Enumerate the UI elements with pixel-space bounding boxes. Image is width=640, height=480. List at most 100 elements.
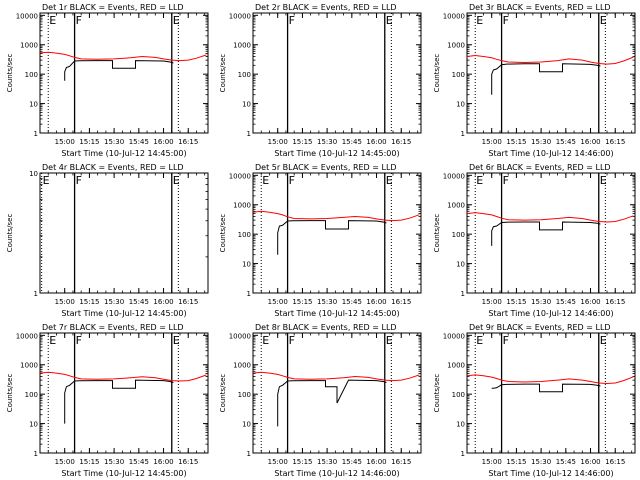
panel-3: Det 3r BLACK = Events, RED = LLD Start Ti…	[433, 3, 636, 158]
y-tick-label: 100	[238, 231, 251, 239]
plot-frame	[466, 172, 636, 294]
event-marker-label: F	[503, 334, 509, 347]
y-tick-label: 100	[452, 71, 465, 79]
y-tick-label: 1000	[233, 42, 251, 50]
x-axis-label: Start Time (10-Jul-12 14:46:00)	[488, 309, 613, 318]
x-tick-label: 16:00	[580, 298, 600, 306]
x-axis-label: Start Time (10-Jul-12 14:46:00)	[488, 469, 613, 478]
event-marker-label: E	[49, 14, 56, 27]
y-tick-label: 100	[238, 391, 251, 399]
y-tick-label: 100	[238, 71, 251, 79]
panel-5: Det 5r BLACK = Events, RED = LLD Start Ti…	[219, 163, 422, 318]
x-tick-label: 15:30	[104, 298, 124, 306]
y-tick-label: 10000	[229, 12, 251, 20]
event-marker-label: F	[289, 334, 295, 347]
plot-frame	[39, 12, 209, 134]
y-tick-label: 1000	[447, 362, 465, 370]
panel-7: Det 7r BLACK = Events, RED = LLD Start Ti…	[6, 323, 209, 478]
event-marker-label: E	[173, 14, 180, 27]
chart-title: Det 7r BLACK = Events, RED = LLD	[42, 323, 184, 332]
y-tick-label: 1	[247, 290, 251, 298]
x-tick-label: 15:00	[268, 138, 288, 146]
y-axis-label: Counts/sec	[6, 374, 14, 413]
series-lld-line	[466, 374, 634, 385]
x-tick-label: 15:45	[556, 138, 576, 146]
series-events-line	[491, 221, 601, 246]
y-tick-label: 1000	[447, 42, 465, 50]
event-marker-label: E	[49, 334, 56, 347]
event-marker-label: E	[173, 334, 180, 347]
y-tick-label: 1	[34, 450, 38, 458]
chart-title: Det 3r BLACK = Events, RED = LLD	[469, 3, 611, 12]
y-tick-label: 1	[34, 290, 38, 298]
y-tick-label: 1000	[233, 202, 251, 210]
x-tick-label: 16:00	[366, 138, 386, 146]
chart-title: Det 6r BLACK = Events, RED = LLD	[469, 163, 611, 172]
y-tick-label: 10	[242, 261, 251, 269]
x-tick-label: 16:00	[153, 298, 173, 306]
x-tick-label: 15:15	[506, 298, 526, 306]
x-tick-label: 16:15	[178, 138, 198, 146]
x-tick-label: 15:30	[104, 138, 124, 146]
y-tick-label: 10	[29, 170, 38, 178]
x-tick-label: 15:00	[268, 298, 288, 306]
y-tick-label: 1000	[20, 42, 38, 50]
x-axis-label: Start Time (10-Jul-12 14:45:00)	[274, 149, 399, 158]
y-tick-label: 10000	[443, 332, 465, 340]
series-lld-line	[39, 371, 207, 382]
event-marker-label: E	[476, 334, 483, 347]
y-tick-label: 10	[456, 261, 465, 269]
y-tick-label: 1000	[20, 362, 38, 370]
event-marker-label: E	[386, 334, 393, 347]
chart-title: Det 1r BLACK = Events, RED = LLD	[42, 3, 184, 12]
plot-frame	[466, 12, 636, 134]
y-tick-label: 10000	[229, 332, 251, 340]
panel-4: Det 4r BLACK = Events, RED = LLD Start Ti…	[6, 163, 209, 318]
y-tick-label: 1	[34, 130, 38, 138]
y-tick-label: 1	[461, 290, 465, 298]
x-axis-label: Start Time (10-Jul-12 14:45:00)	[61, 149, 186, 158]
x-tick-label: 16:00	[366, 458, 386, 466]
event-marker-label: F	[76, 14, 82, 27]
event-marker-label: E	[476, 174, 483, 187]
y-tick-label: 1	[461, 130, 465, 138]
y-tick-label: 10	[29, 421, 38, 429]
x-tick-label: 15:30	[104, 458, 124, 466]
event-marker-label: E	[600, 174, 607, 187]
x-tick-label: 16:15	[391, 458, 411, 466]
series-events-line	[277, 379, 387, 427]
event-marker-label: E	[173, 174, 180, 187]
x-tick-label: 15:00	[482, 138, 502, 146]
chart-title: Det 8r BLACK = Events, RED = LLD	[255, 323, 397, 332]
x-axis-label: Start Time (10-Jul-12 14:46:00)	[488, 149, 613, 158]
x-tick-label: 15:00	[55, 138, 75, 146]
y-tick-label: 100	[452, 231, 465, 239]
x-tick-label: 15:15	[292, 138, 312, 146]
x-tick-label: 16:15	[178, 458, 198, 466]
x-axis-label: Start Time (10-Jul-12 14:45:00)	[61, 309, 186, 318]
x-tick-label: 15:30	[531, 138, 551, 146]
x-tick-label: 15:45	[129, 138, 149, 146]
x-tick-label: 15:30	[531, 458, 551, 466]
plot-frame	[39, 172, 209, 294]
y-tick-label: 10000	[443, 12, 465, 20]
x-tick-label: 15:45	[556, 458, 576, 466]
y-tick-label: 10000	[443, 172, 465, 180]
y-tick-label: 10	[29, 101, 38, 109]
x-tick-label: 16:00	[580, 458, 600, 466]
x-tick-label: 15:30	[317, 298, 337, 306]
x-tick-label: 16:15	[605, 458, 625, 466]
x-tick-label: 16:00	[366, 298, 386, 306]
y-axis-label: Counts/sec	[433, 374, 441, 413]
x-tick-label: 15:45	[342, 298, 362, 306]
series-lld-line	[39, 51, 207, 62]
chart-title: Det 5r BLACK = Events, RED = LLD	[255, 163, 397, 172]
y-axis-label: Counts/sec	[6, 54, 14, 93]
y-tick-label: 10000	[16, 12, 38, 20]
y-axis-label: Counts/sec	[219, 54, 227, 93]
y-tick-label: 10	[456, 101, 465, 109]
x-tick-label: 15:45	[342, 458, 362, 466]
plot-frame	[39, 332, 209, 454]
series-events-line	[277, 220, 387, 255]
